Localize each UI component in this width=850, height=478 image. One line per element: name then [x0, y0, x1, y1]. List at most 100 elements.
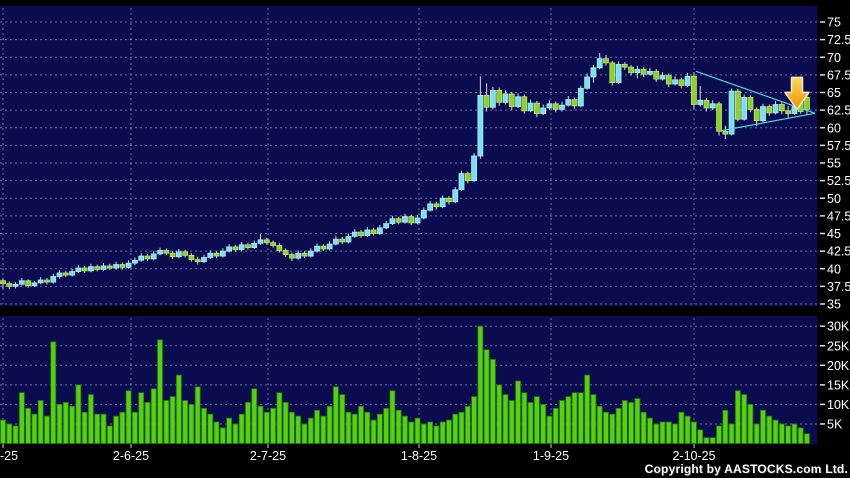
- candle-down: [804, 97, 810, 110]
- candle-up: [728, 90, 735, 135]
- volume-bar: [508, 400, 515, 444]
- volume-bar: [546, 415, 553, 444]
- volume-bar: [245, 402, 251, 444]
- price-label: 50: [827, 192, 841, 206]
- candle-up: [590, 67, 597, 78]
- volume-bar: [75, 384, 82, 444]
- volume-bar: [741, 394, 748, 444]
- candle-down: [609, 62, 616, 84]
- candle-down: [571, 99, 578, 107]
- volume-bar: [433, 425, 440, 444]
- volume-bar: [402, 415, 408, 444]
- volume-bar: [119, 411, 126, 444]
- volume-bar: [615, 407, 622, 444]
- candle-up: [584, 76, 591, 89]
- volume-bar: [201, 407, 207, 444]
- volume-bar: [314, 409, 320, 444]
- volume-bar: [125, 390, 132, 444]
- volume-bar: [577, 392, 584, 444]
- price-label: 62.5: [827, 104, 850, 118]
- price-label: 57.5: [827, 139, 850, 153]
- price-label: 72.5: [827, 33, 850, 47]
- volume-label: 20K: [827, 359, 850, 373]
- volume-bar: [565, 396, 572, 444]
- candle-up: [647, 70, 653, 75]
- candle-down: [6, 283, 13, 287]
- candle-down: [0, 280, 6, 284]
- volume-bar: [188, 403, 195, 444]
- volume-bar: [62, 402, 69, 444]
- candle-up: [307, 250, 314, 257]
- candle-down: [408, 216, 415, 224]
- volume-bar: [590, 394, 597, 444]
- candle-up: [577, 87, 584, 107]
- volume-bar: [797, 427, 804, 444]
- volume-bar: [100, 413, 107, 444]
- volume-bar: [722, 409, 729, 444]
- candle-up: [490, 90, 496, 108]
- candle-down: [94, 266, 101, 270]
- volume-bar: [427, 421, 434, 444]
- price-label: 67.5: [827, 68, 850, 82]
- candle-down: [270, 242, 276, 246]
- volume-bar: [584, 374, 591, 444]
- candle-up: [596, 58, 603, 69]
- volume-bar: [326, 405, 333, 444]
- volume-bar: [640, 411, 647, 444]
- candle-up: [88, 266, 94, 272]
- volume-bar: [691, 421, 697, 444]
- volume-bar: [515, 380, 521, 444]
- volume-bar: [621, 400, 628, 444]
- volume-layer: [0, 325, 810, 444]
- candle-up: [402, 216, 408, 223]
- right-axis: 75 72.5 70 67.5 65 62.5 60 57.5 55 52.5 50 47.5 45 42…: [820, 16, 850, 431]
- candle-up: [333, 238, 339, 245]
- volume-bar: [596, 405, 603, 444]
- date-axis: -25 2-6-25 2-7-25 1-8-25 1-9-25 2-10-25: [0, 444, 716, 463]
- candle-up: [37, 279, 44, 284]
- candle-up: [50, 276, 57, 283]
- date-label: 1-8-25: [401, 449, 437, 463]
- volume-bar: [25, 407, 32, 444]
- volume-bar: [320, 415, 327, 444]
- volume-bar: [157, 339, 163, 444]
- candle-up: [414, 217, 421, 224]
- candle-down: [785, 110, 791, 115]
- volume-bar: [747, 403, 754, 444]
- volume-bar: [194, 386, 201, 444]
- price-label: 35: [827, 298, 841, 312]
- candle-down: [621, 63, 628, 68]
- price-label: 70: [827, 51, 841, 65]
- candle-down: [213, 252, 220, 257]
- candle-up: [471, 155, 477, 181]
- volume-bar: [464, 405, 471, 444]
- candle-up: [502, 93, 509, 103]
- candle-down: [232, 246, 239, 251]
- volume-bar: [414, 417, 421, 444]
- candle-down: [640, 68, 647, 75]
- volume-bar: [31, 413, 38, 444]
- volume-bar: [106, 425, 113, 444]
- candle-down: [163, 250, 170, 254]
- volume-bar: [653, 423, 660, 444]
- candles-layer: [0, 53, 810, 290]
- volume-bar: [0, 419, 6, 444]
- candle-up: [458, 173, 465, 191]
- candle-down: [119, 264, 126, 268]
- volume-bar: [251, 388, 258, 444]
- candle-up: [18, 280, 25, 285]
- candle-up: [314, 245, 320, 252]
- candle-down: [534, 102, 540, 115]
- volume-bar: [408, 421, 415, 444]
- price-pane: [0, 6, 817, 306]
- volume-bar: [389, 390, 396, 444]
- volume-bar: [603, 411, 609, 444]
- volume-bar: [232, 423, 239, 444]
- candle-down: [716, 103, 722, 132]
- candle-down: [263, 239, 270, 244]
- volume-bar: [527, 402, 534, 444]
- candle-up: [157, 250, 163, 255]
- volume-bar: [439, 421, 446, 444]
- volume-bar: [257, 405, 264, 444]
